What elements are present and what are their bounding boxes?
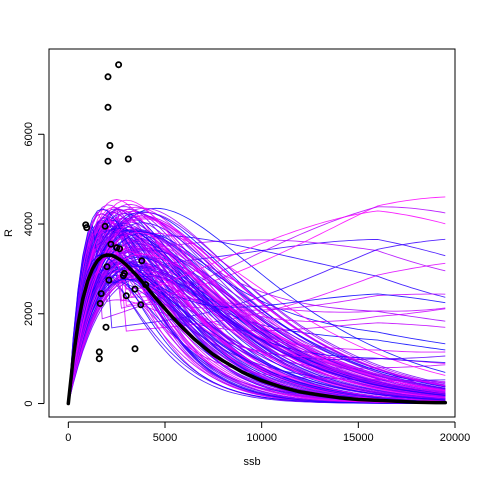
observed-point: [131, 345, 139, 353]
observed-point: [137, 301, 145, 309]
observed-point: [101, 222, 109, 230]
x-axis: 0 5000 10000 15000 20000: [65, 421, 471, 444]
x-tick-label: 20000: [440, 432, 471, 444]
y-tick-label: 4000: [23, 212, 35, 236]
ensemble-curve: [67, 218, 446, 404]
observed-point: [106, 141, 114, 149]
ensemble-curve: [67, 199, 446, 404]
observed-point: [102, 323, 110, 331]
fitted-curve-layer: [66, 253, 448, 406]
ensemble-curve: [67, 206, 446, 404]
observed-point: [119, 272, 127, 280]
ensemble-curve: [67, 253, 446, 404]
observed-point: [142, 281, 150, 289]
plot-frame: [48, 48, 456, 418]
ensemble-curve: [67, 255, 446, 404]
observed-point: [104, 157, 112, 165]
ensemble-curve: [67, 212, 446, 404]
ensemble-curve: [67, 274, 446, 404]
x-tick-label: 10000: [246, 432, 277, 444]
observed-point: [115, 61, 123, 69]
x-tick-label: 0: [65, 432, 71, 444]
ensemble-curve: [67, 254, 446, 404]
ensemble-curve: [67, 219, 446, 404]
y-axis: 0 2000 4000 6000: [23, 122, 45, 407]
y-tick-label: 2000: [23, 302, 35, 326]
observed-point: [104, 73, 112, 81]
ensemble-curve: [67, 229, 446, 404]
ensemble-curve: [67, 248, 446, 404]
ensemble-curve: [67, 265, 446, 404]
observed-point: [95, 355, 103, 363]
observed-point: [107, 240, 115, 248]
ensemble-curve: [67, 260, 446, 404]
ensemble-curves: [67, 196, 446, 404]
y-tick-label: 0: [23, 400, 35, 406]
ensemble-curve: [67, 210, 446, 404]
observed-point: [116, 245, 124, 253]
ensemble-curve: [67, 254, 446, 404]
ensemble-curve: [67, 207, 446, 404]
observed-points-layer: [82, 61, 150, 363]
observed-point: [103, 263, 111, 271]
observed-point: [105, 276, 113, 284]
x-axis-title: ssb: [243, 456, 260, 468]
y-tick-label: 6000: [23, 122, 35, 146]
observed-point: [96, 299, 104, 307]
ensemble-curve: [67, 269, 446, 404]
ensemble-curve: [67, 217, 446, 404]
x-tick-label: 5000: [153, 432, 177, 444]
ensemble-curve: [67, 258, 446, 404]
y-axis-title: R: [3, 229, 15, 237]
x-tick-label: 15000: [343, 432, 374, 444]
ensemble-curve: [67, 278, 446, 404]
observed-point: [104, 103, 112, 111]
observed-point: [95, 348, 103, 356]
ensemble-curve: [67, 248, 446, 404]
ensemble-curve: [67, 231, 446, 404]
ensemble-curve: [67, 223, 446, 404]
observed-point: [131, 285, 139, 293]
observed-point: [124, 155, 132, 163]
observed-point: [122, 292, 130, 300]
observed-point: [138, 257, 146, 265]
observed-point: [97, 290, 105, 298]
fitted-curve: [66, 253, 448, 406]
observed-point: [83, 224, 91, 232]
